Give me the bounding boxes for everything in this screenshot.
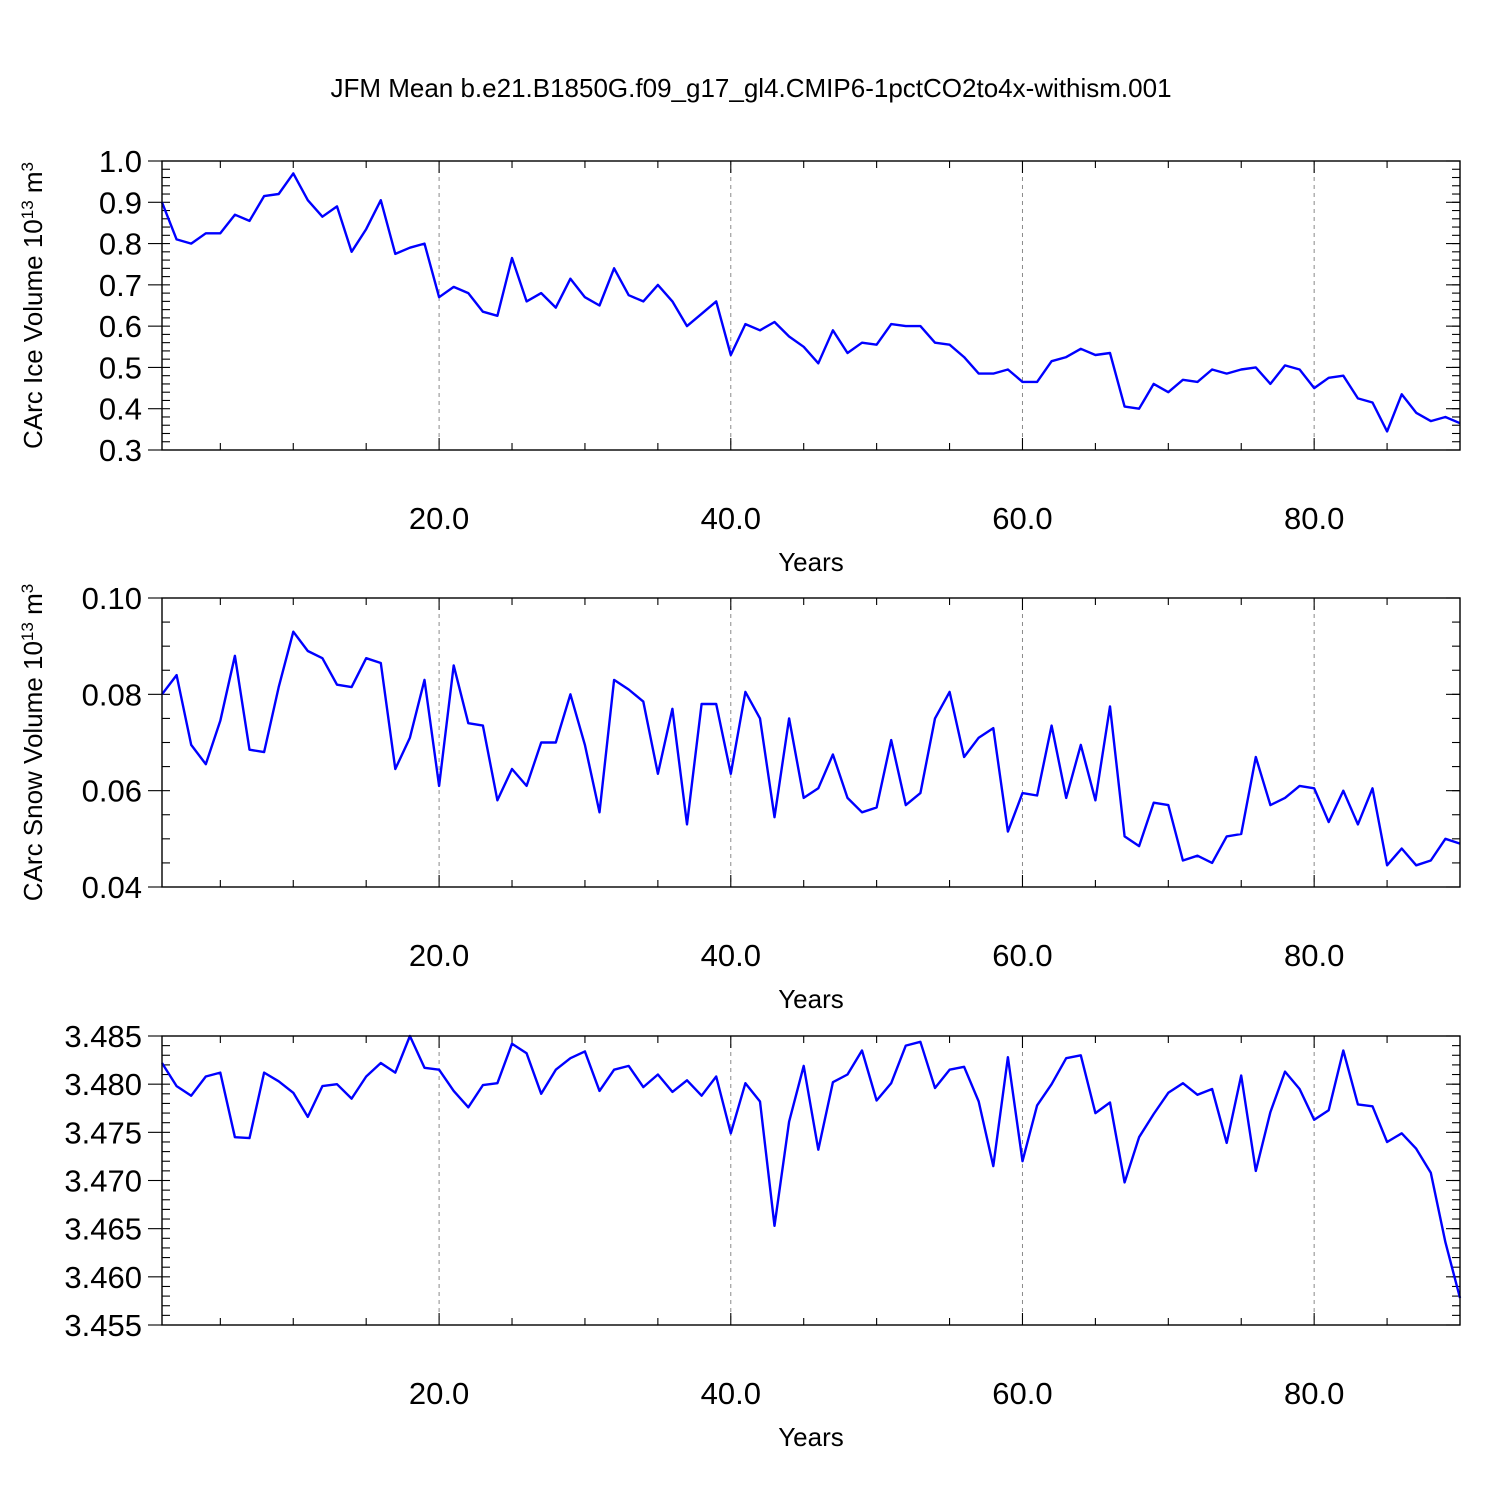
x-tick-label: 60.0 — [992, 501, 1052, 536]
y-tick-label: 0.7 — [99, 268, 142, 303]
y-tick-label: 0.4 — [99, 392, 142, 427]
y-tick-label: 3.485 — [64, 1019, 142, 1054]
x-tick-label: 40.0 — [701, 938, 761, 973]
y-axis-label-unit: m — [18, 593, 48, 622]
x-tick-label: 20.0 — [409, 501, 469, 536]
y-tick-label: 0.3 — [99, 433, 142, 468]
y-tick-label: 3.465 — [64, 1212, 142, 1247]
x-tick-label: 80.0 — [1284, 501, 1344, 536]
x-tick-label: 40.0 — [701, 1376, 761, 1411]
y-axis-label: CArc Snow Volume 1013 m3 — [18, 584, 49, 901]
panels: 0.3 0.4 0.5 0.6 0.7 0.8 0.9 1.0 20.0 40.0 60.0 80.0… — [18, 144, 1462, 1452]
x-axis-label: Years — [778, 1422, 844, 1452]
panel-1: 0.3 0.4 0.5 0.6 0.7 0.8 0.9 1.0 20.0 40.0 60.0 80.0… — [18, 144, 1461, 577]
y-tick-label: 0.9 — [99, 185, 142, 220]
y-tick-label: 0.10 — [82, 581, 142, 616]
y-tick-label: 3.475 — [64, 1115, 142, 1150]
plot-frame — [161, 160, 1461, 451]
y-tick-label: 3.470 — [64, 1164, 142, 1199]
y-axis-label-exponent: 13 — [18, 200, 37, 219]
plot-frame — [161, 597, 1461, 888]
y-tick-label: 3.460 — [64, 1260, 142, 1295]
x-tick-label: 40.0 — [701, 501, 761, 536]
series-line — [160, 1034, 1462, 1299]
y-tick-label: 0.08 — [82, 677, 142, 712]
y-tick-label: 3.480 — [64, 1067, 142, 1102]
series-line — [160, 172, 1461, 433]
series-line — [161, 630, 1461, 867]
chart-title: JFM Mean b.e21.B1850G.f09_g17_gl4.CMIP6-… — [330, 73, 1171, 103]
y-axis-label-unit-exponent: 3 — [18, 162, 37, 171]
y-axis-label-text: CArc Ice Volume 10 — [18, 219, 48, 449]
x-axis-label: Years — [778, 547, 844, 577]
y-tick-label: 0.8 — [99, 227, 142, 262]
x-axis-label: Years — [778, 984, 844, 1014]
y-axis-label: CArc Ice Volume 1013 m3 — [18, 162, 49, 449]
y-axis-label-unit-exponent: 3 — [18, 584, 37, 593]
panel-3: 3.455 3.460 3.465 3.470 3.475 3.480 3.485 20.0 4… — [64, 1019, 1462, 1452]
y-tick-label: 0.5 — [99, 350, 142, 385]
y-tick-label: 0.06 — [82, 774, 142, 809]
y-tick-label: 3.455 — [64, 1308, 142, 1343]
y-axis-label-exponent: 13 — [18, 622, 37, 641]
x-tick-label: 20.0 — [409, 938, 469, 973]
x-tick-label: 60.0 — [992, 938, 1052, 973]
y-tick-label: 0.04 — [82, 870, 142, 905]
x-tick-label: 20.0 — [409, 1376, 469, 1411]
x-tick-label: 60.0 — [992, 1376, 1052, 1411]
x-tick-label: 80.0 — [1284, 938, 1344, 973]
y-tick-label: 0.6 — [99, 309, 142, 344]
panel-2: 0.04 0.06 0.08 0.10 20.0 40.0 60.0 80.0 Years CAr… — [18, 581, 1461, 1014]
y-axis-label-text: CArc Snow Volume 10 — [18, 641, 48, 901]
y-axis-label-unit: m — [18, 171, 48, 200]
x-tick-label: 80.0 — [1284, 1376, 1344, 1411]
plot-frame — [161, 1035, 1461, 1326]
y-tick-label: 1.0 — [99, 144, 142, 179]
